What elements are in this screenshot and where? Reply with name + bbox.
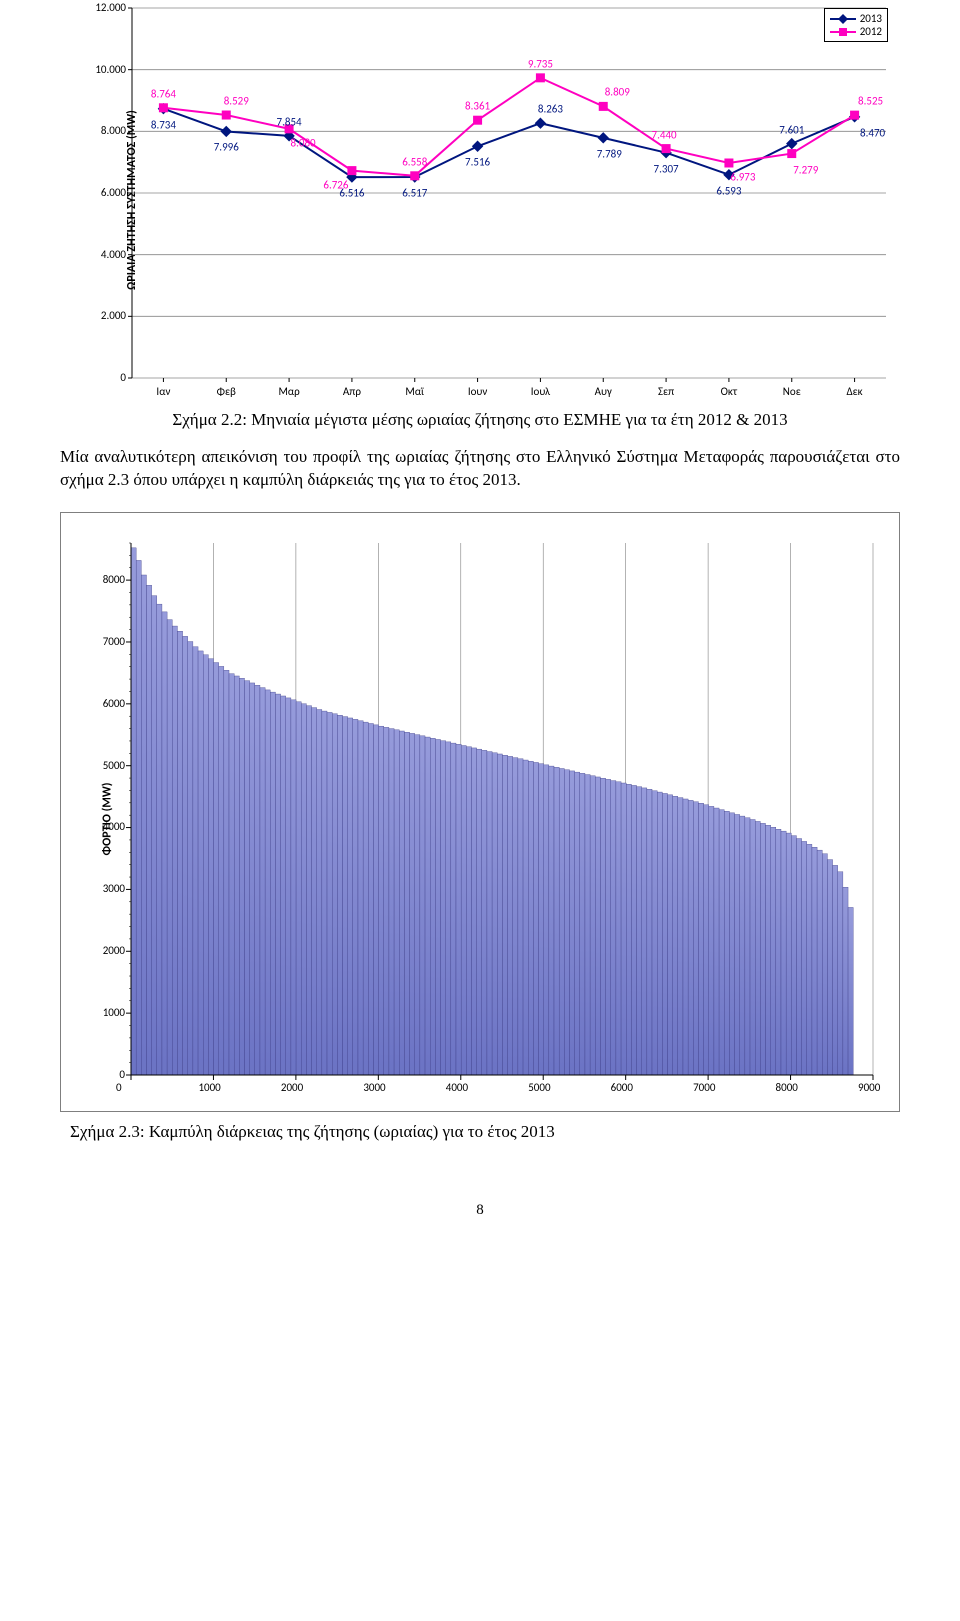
load-duration-chart: ΦΟΡΤΙΟ (MW) 0 1000 2000 3000 4000 5000 6000 700… bbox=[79, 539, 883, 1099]
linechart-x-tick-label: Οκτ bbox=[721, 385, 738, 398]
linechart-y-tick-label: 10.000 bbox=[76, 63, 126, 76]
durchart-x-tick-label: 3000 bbox=[363, 1081, 385, 1094]
linechart-data-label: 6.726 bbox=[323, 178, 348, 191]
linechart-data-label: 8.080 bbox=[291, 136, 316, 149]
durchart-y-tick-label: 0 bbox=[85, 1068, 125, 1081]
linechart-x-tick-label: Μαρ bbox=[278, 385, 299, 398]
linechart-data-label: 6.973 bbox=[730, 170, 755, 183]
durchart-x-tick-label: 5000 bbox=[528, 1081, 550, 1094]
durchart-y-tick-label: 6000 bbox=[85, 697, 125, 710]
linechart-x-tick-label: Ιαν bbox=[156, 385, 170, 398]
linechart-data-label: 8.764 bbox=[151, 87, 176, 100]
linechart-x-tick-label: Φεβ bbox=[217, 385, 236, 398]
linechart-legend: 20132012 bbox=[824, 8, 888, 42]
durchart-x-tick-label: 8000 bbox=[776, 1081, 798, 1094]
linechart-x-tick-label: Απρ bbox=[343, 385, 361, 398]
linechart-data-label: 8.263 bbox=[538, 103, 563, 116]
linechart-data-label: 6.558 bbox=[402, 155, 427, 168]
linechart-data-label: 7.516 bbox=[465, 156, 490, 169]
durchart-x-tick-label: 2000 bbox=[281, 1081, 303, 1094]
legend-label: 2012 bbox=[860, 25, 882, 38]
linechart-x-tick-label: Αυγ bbox=[595, 385, 612, 398]
linechart-x-tick-label: Ιουλ bbox=[531, 385, 550, 398]
durchart-x-tick-label: 6000 bbox=[611, 1081, 633, 1094]
linechart-data-label: 8.809 bbox=[605, 86, 630, 99]
linechart-svg bbox=[60, 0, 900, 400]
durchart-y-tick-label: 7000 bbox=[85, 635, 125, 648]
durchart-y-tick-label: 2000 bbox=[85, 944, 125, 957]
page-number: 8 bbox=[60, 1202, 900, 1219]
linechart-data-label: 7.789 bbox=[597, 147, 622, 160]
linechart-data-label: 7.279 bbox=[793, 163, 818, 176]
linechart-x-tick-label: Δεκ bbox=[846, 385, 862, 398]
linechart-y-tick-label: 2.000 bbox=[76, 309, 126, 322]
durchart-y-tick-label: 5000 bbox=[85, 759, 125, 772]
linechart-data-label: 7.307 bbox=[654, 162, 679, 175]
durchart-x-tick-label: 4000 bbox=[446, 1081, 468, 1094]
linechart-x-tick-label: Σεπ bbox=[658, 385, 674, 398]
durchart-y-tick-label: 1000 bbox=[85, 1006, 125, 1019]
legend-item: 2012 bbox=[830, 25, 882, 38]
linechart-y-tick-label: 0 bbox=[76, 371, 126, 384]
figure-2-3-caption: Σχήμα 2.3: Καμπύλη διάρκειας της ζήτησης… bbox=[70, 1122, 890, 1142]
linechart-data-label: 6.517 bbox=[402, 187, 427, 200]
linechart-y-tick-label: 8.000 bbox=[76, 124, 126, 137]
linechart-data-label: 9.735 bbox=[528, 57, 553, 70]
linechart-y-tick-label: 6.000 bbox=[76, 186, 126, 199]
linechart-y-tick-label: 4.000 bbox=[76, 248, 126, 261]
linechart-data-label: 7.996 bbox=[214, 141, 239, 154]
durchart-y-tick-label: 8000 bbox=[85, 573, 125, 586]
linechart-data-label: 8.734 bbox=[151, 118, 176, 131]
load-duration-chart-frame: ΦΟΡΤΙΟ (MW) 0 1000 2000 3000 4000 5000 6000 700… bbox=[60, 512, 900, 1112]
legend-label: 2013 bbox=[860, 12, 882, 25]
linechart-data-label: 7.440 bbox=[652, 128, 677, 141]
linechart-data-label: 8.470 bbox=[860, 126, 885, 139]
linechart-x-tick-label: Μαϊ bbox=[405, 385, 424, 398]
monthly-demand-line-chart: ΩΡΙΑΙΑ ΖΗΤΗΣΗ ΣΥΣΤΗΜΑΤΟΣ (MW) 20132012 0… bbox=[60, 0, 900, 400]
linechart-y-tick-label: 12.000 bbox=[76, 1, 126, 14]
durchart-x-tick-label: 7000 bbox=[693, 1081, 715, 1094]
linechart-data-label: 6.593 bbox=[716, 184, 741, 197]
durchart-y-tick-label: 3000 bbox=[85, 882, 125, 895]
linechart-data-label: 8.361 bbox=[465, 100, 490, 113]
linechart-data-label: 7.854 bbox=[277, 115, 302, 128]
legend-item: 2013 bbox=[830, 12, 882, 25]
linechart-x-tick-label: Ιουν bbox=[468, 385, 487, 398]
durchart-svg bbox=[79, 539, 883, 1099]
linechart-x-tick-label: Νοε bbox=[783, 385, 801, 398]
durchart-y-axis-title: ΦΟΡΤΙΟ (MW) bbox=[100, 782, 114, 855]
durchart-y-tick-label: 4000 bbox=[85, 820, 125, 833]
durchart-x-tick-label: 0 bbox=[116, 1081, 122, 1094]
figure-2-2-caption: Σχήμα 2.2: Μηνιαία μέγιστα μέσης ωριαίας… bbox=[70, 410, 890, 430]
durchart-x-tick-label: 9000 bbox=[858, 1081, 880, 1094]
linechart-data-label: 8.529 bbox=[224, 95, 249, 108]
linechart-data-label: 8.525 bbox=[858, 95, 883, 108]
durchart-x-tick-label: 1000 bbox=[198, 1081, 220, 1094]
linechart-data-label: 7.601 bbox=[779, 123, 804, 136]
body-paragraph: Μία αναλυτικότερη απεικόνιση του προφίλ … bbox=[60, 446, 900, 492]
